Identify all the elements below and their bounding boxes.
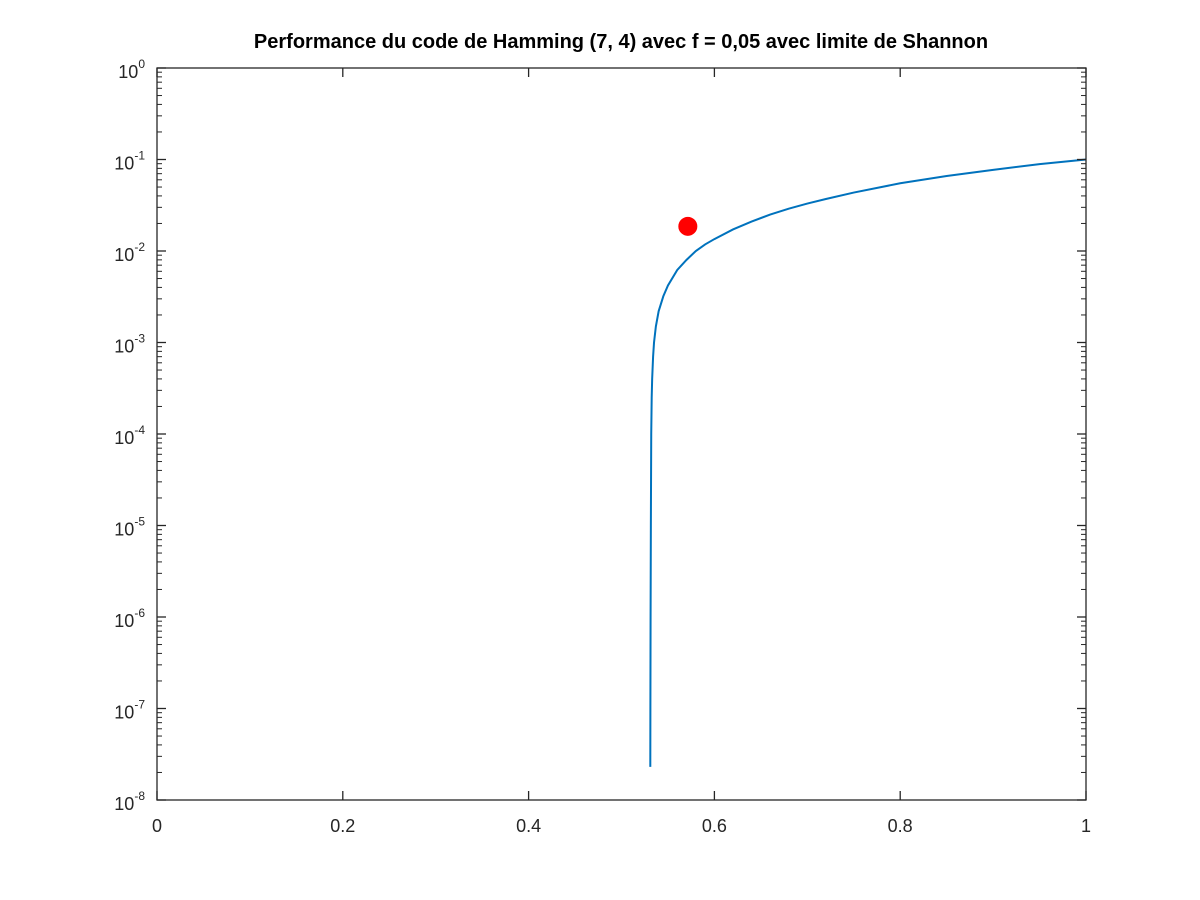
y-tick-exponent: -7 bbox=[134, 698, 145, 712]
y-tick-exponent: -3 bbox=[134, 332, 145, 346]
x-tick-label: 0.6 bbox=[702, 816, 727, 836]
y-tick-label: 10-7 bbox=[114, 698, 145, 723]
x-tick-label: 0.4 bbox=[516, 816, 541, 836]
y-tick-base: 10 bbox=[118, 62, 138, 82]
chart-title: Performance du code de Hamming (7, 4) av… bbox=[254, 31, 988, 53]
y-tick-exponent: -1 bbox=[134, 149, 145, 163]
y-tick-base: 10 bbox=[114, 520, 134, 540]
shannon-limit-curve bbox=[649, 158, 1087, 767]
y-tick-base: 10 bbox=[114, 611, 134, 631]
y-tick-base: 10 bbox=[114, 428, 134, 448]
hamming-code-point bbox=[678, 216, 698, 236]
y-tick-exponent: -6 bbox=[134, 606, 145, 620]
series-layer bbox=[649, 158, 1087, 767]
y-tick-label: 10-6 bbox=[114, 606, 145, 631]
y-tick-base: 10 bbox=[114, 337, 134, 357]
y-tick-label: 10-8 bbox=[114, 789, 145, 814]
y-tick-base: 10 bbox=[114, 703, 134, 723]
y-tick-exponent: 0 bbox=[138, 57, 145, 71]
y-tick-label: 10-1 bbox=[114, 149, 145, 174]
plot-area bbox=[157, 68, 1086, 800]
x-tick-label: 0.2 bbox=[330, 816, 355, 836]
x-tick-label: 1 bbox=[1081, 816, 1091, 836]
y-tick-label: 100 bbox=[118, 57, 145, 82]
y-tick-label: 10-2 bbox=[114, 240, 145, 265]
x-tick-label: 0.8 bbox=[888, 816, 913, 836]
y-tick-exponent: -8 bbox=[134, 789, 145, 803]
x-tick-label: 0 bbox=[152, 816, 162, 836]
y-tick-base: 10 bbox=[114, 245, 134, 265]
y-tick-label: 10-5 bbox=[114, 515, 145, 540]
y-tick-base: 10 bbox=[114, 794, 134, 814]
y-tick-label: 10-3 bbox=[114, 332, 145, 357]
y-tick-exponent: -5 bbox=[134, 515, 145, 529]
y-tick-label: 10-4 bbox=[114, 423, 145, 448]
axes-box bbox=[156, 67, 1087, 801]
y-tick-exponent: -4 bbox=[134, 423, 145, 437]
tick-labels: 0 0.2 0.4 0.6 0.8 110-810-710-610-510-410-310… bbox=[114, 57, 1091, 836]
y-tick-exponent: -2 bbox=[134, 240, 145, 254]
y-tick-base: 10 bbox=[114, 154, 134, 174]
tick-layer bbox=[156, 67, 1087, 801]
